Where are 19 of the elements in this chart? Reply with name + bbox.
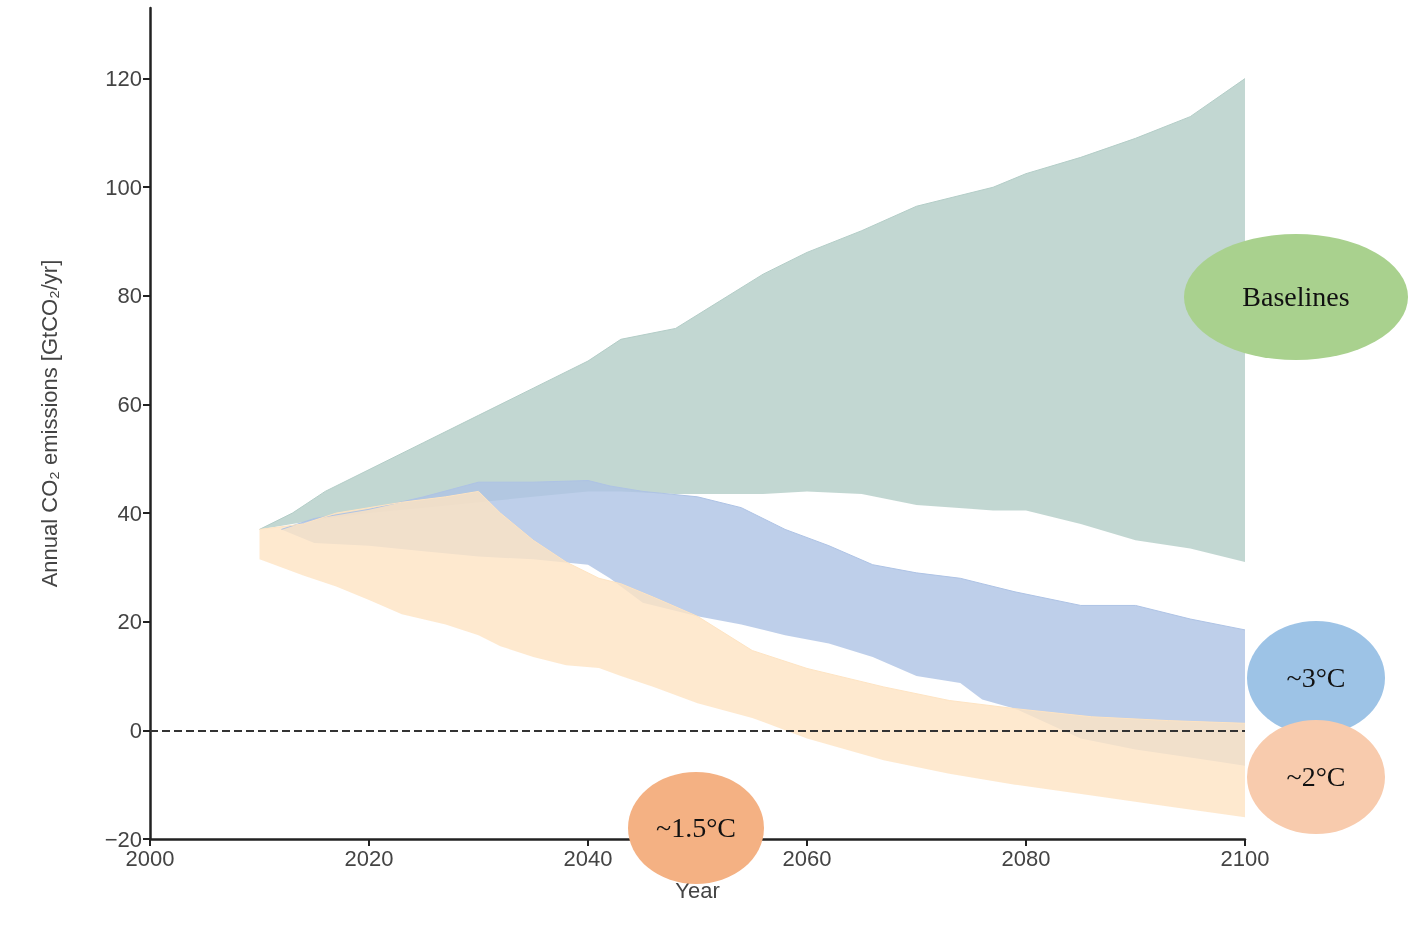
y-tick-label: −20	[104, 826, 142, 852]
y-tick-label: 20	[117, 609, 142, 635]
ellipse-badge: ~1.5°C	[628, 772, 764, 884]
y-tick-label: 100	[105, 174, 142, 200]
annotation: ~1.5°C	[655, 812, 737, 844]
annotation: Baselines	[1242, 281, 1350, 313]
x-tick-label: 2060	[782, 845, 832, 871]
y-axis-title: Annual CO₂ emissions [GtCO₂/yr]	[36, 259, 62, 588]
x-tick-label: 2100	[1220, 845, 1270, 871]
y-tick-label: 40	[117, 500, 142, 526]
y-tick-label: 120	[105, 66, 142, 92]
ellipse-badge: Baselines	[1184, 234, 1408, 360]
y-tick-label: 80	[117, 283, 142, 309]
ellipse-badge: ~2°C	[1247, 720, 1385, 834]
x-tick-label: 2040	[563, 845, 613, 871]
x-tick-label: 2080	[1001, 845, 1051, 871]
x-tick-label: 2020	[344, 845, 394, 871]
y-tick-label: 60	[117, 391, 142, 417]
y-tick-label: 0	[129, 717, 142, 743]
